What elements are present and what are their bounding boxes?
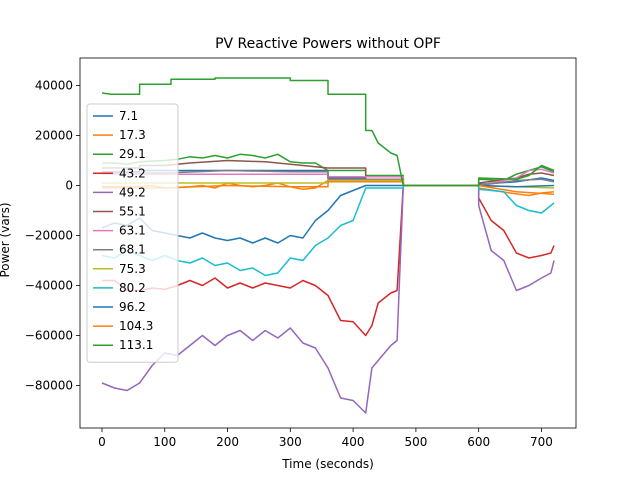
legend-label-1: 17.3 — [119, 128, 146, 142]
legend-label-11: 104.3 — [119, 319, 153, 333]
legend-label-4: 49.2 — [119, 185, 146, 199]
y-tick-label-1: −60000 — [25, 329, 73, 343]
legend-label-3: 43.2 — [119, 166, 146, 180]
legend-label-6: 63.1 — [119, 224, 146, 238]
x-tick-label-2: 200 — [216, 435, 239, 449]
y-tick-label-2: −40000 — [25, 279, 73, 293]
series-line-11 — [102, 181, 555, 195]
legend-label-9: 80.2 — [119, 281, 146, 295]
plot-frame — [79, 57, 577, 429]
legend-label-7: 68.1 — [119, 243, 146, 257]
legend-label-5: 55.1 — [119, 205, 146, 219]
legend-label-0: 7.1 — [119, 109, 138, 123]
y-tick-label-3: −20000 — [25, 229, 73, 243]
axes-layer: 0 100 200 300 400 500 600 700 −80000 −60000 −40000… — [25, 57, 577, 449]
y-axis-label: Power (vars) — [0, 202, 12, 277]
x-tick-label-6: 600 — [467, 435, 490, 449]
x-axis-label: Time (seconds) — [281, 457, 374, 471]
legend-label-2: 29.1 — [119, 147, 146, 161]
y-tick-label-6: 40000 — [35, 79, 73, 93]
legend-label-8: 75.3 — [119, 262, 146, 276]
x-tick-label-5: 500 — [404, 435, 427, 449]
x-tick-label-0: 0 — [98, 435, 106, 449]
x-tick-label-1: 100 — [153, 435, 176, 449]
series-line-7 — [102, 169, 555, 187]
x-tick-label-7: 700 — [530, 435, 553, 449]
chart-title: PV Reactive Powers without OPF — [215, 36, 441, 52]
legend-box — [86, 103, 179, 363]
y-tick-label-0: −80000 — [25, 379, 73, 393]
series-line-12 — [101, 77, 555, 187]
y-tick-label-4: 0 — [65, 179, 73, 193]
legend-label-10: 96.2 — [119, 300, 146, 314]
x-tick-label-3: 300 — [279, 435, 302, 449]
legend: 7.1 17.3 29.1 43.2 49.2 55.1 63.1 68.1 75.3 80.2 9… — [86, 103, 179, 363]
y-tick-label-5: 20000 — [35, 129, 73, 143]
x-tick-label-4: 400 — [342, 435, 365, 449]
legend-label-12: 113.1 — [119, 338, 153, 352]
